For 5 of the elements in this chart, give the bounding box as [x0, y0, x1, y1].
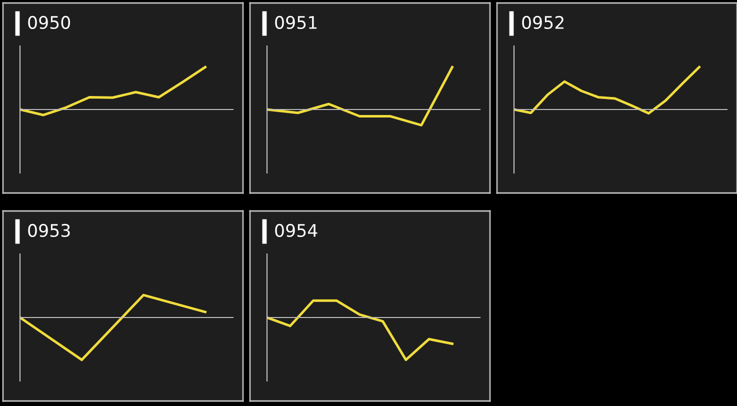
- chart-title: 0950: [28, 16, 70, 30]
- chart-title: 0954: [275, 224, 318, 238]
- chart-title: 0952: [522, 16, 564, 30]
- chart-title: 0951: [275, 16, 317, 30]
- chart-title: 0953: [28, 224, 70, 238]
